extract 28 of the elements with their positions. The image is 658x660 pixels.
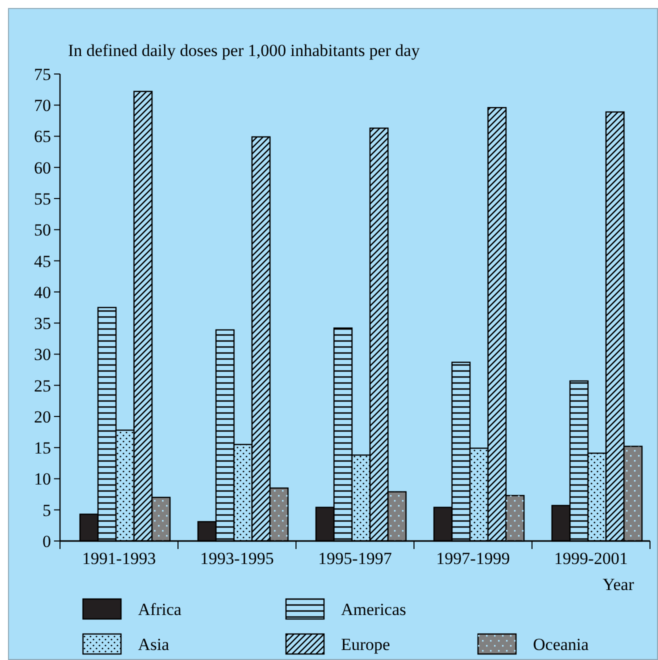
x-axis-title: Year [602,575,634,594]
y-tick-label: 45 [34,252,51,271]
y-tick-label: 30 [34,345,51,364]
x-tick-label: 1995-1997 [318,549,392,568]
y-tick-label: 5 [42,500,51,520]
legend-label: Americas [341,600,406,619]
legend-label: Africa [138,600,182,619]
y-tick-label: 70 [34,96,51,116]
y-tick-label: 25 [34,376,51,396]
y-tick-label: 40 [34,282,51,302]
y-tick-label: 60 [34,158,51,178]
x-tick-label: 1999-2001 [554,549,628,568]
y-tick-label: 10 [34,470,51,489]
y-axis-title: In defined daily doses per 1,000 inhabitants per day [68,41,420,60]
legend-label: Asia [138,635,170,654]
y-tick-label: 65 [34,127,51,146]
x-tick-label: 1991-1993 [82,549,156,568]
y-tick-label: 55 [34,189,51,208]
y-tick-label: 15 [34,438,51,458]
y-tick-label: 35 [34,314,51,334]
legend-label: Oceania [533,635,590,654]
y-tick-label: 50 [34,220,51,240]
y-tick-label: 20 [34,407,51,426]
y-tick-label: 0 [42,532,51,551]
legend-label: Europe [341,635,390,654]
y-tick-label: 75 [34,64,51,84]
x-tick-label: 1993-1995 [200,549,274,568]
x-tick-label: 1997-1999 [436,549,510,568]
